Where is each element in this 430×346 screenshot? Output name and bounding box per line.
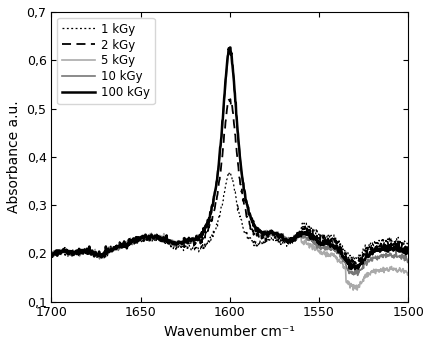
1 kGy — [49, 250, 54, 254]
1 kGy — [356, 258, 361, 262]
100 kGy — [405, 251, 410, 255]
10 kGy — [226, 48, 231, 52]
1 kGy — [71, 253, 76, 257]
2 kGy — [256, 236, 261, 240]
1 kGy — [227, 170, 232, 174]
100 kGy — [49, 254, 54, 258]
Y-axis label: Absorbance a.u.: Absorbance a.u. — [7, 100, 21, 213]
5 kGy — [256, 228, 261, 233]
Line: 5 kGy: 5 kGy — [51, 51, 407, 290]
100 kGy — [356, 262, 361, 266]
Line: 10 kGy: 10 kGy — [51, 50, 407, 275]
2 kGy — [227, 97, 233, 101]
5 kGy — [71, 249, 76, 253]
10 kGy — [356, 268, 361, 273]
10 kGy — [354, 273, 359, 277]
1 kGy — [355, 258, 360, 263]
100 kGy — [276, 235, 281, 239]
10 kGy — [319, 245, 324, 249]
2 kGy — [265, 234, 270, 238]
5 kGy — [350, 288, 355, 292]
1 kGy — [256, 243, 261, 247]
2 kGy — [49, 252, 54, 256]
2 kGy — [405, 246, 410, 250]
Line: 2 kGy: 2 kGy — [51, 99, 407, 265]
5 kGy — [405, 271, 410, 275]
10 kGy — [256, 227, 261, 231]
X-axis label: Wavenumber cm⁻¹: Wavenumber cm⁻¹ — [164, 325, 295, 339]
100 kGy — [256, 228, 261, 233]
100 kGy — [71, 252, 76, 256]
1 kGy — [405, 246, 410, 250]
10 kGy — [71, 249, 76, 253]
5 kGy — [356, 285, 361, 289]
10 kGy — [265, 232, 270, 236]
10 kGy — [405, 260, 410, 264]
100 kGy — [352, 267, 357, 271]
2 kGy — [351, 263, 356, 267]
1 kGy — [319, 233, 324, 237]
5 kGy — [276, 232, 281, 236]
5 kGy — [319, 253, 324, 257]
Line: 1 kGy: 1 kGy — [51, 172, 407, 261]
5 kGy — [227, 49, 233, 53]
5 kGy — [265, 232, 270, 236]
Line: 100 kGy: 100 kGy — [51, 47, 407, 269]
1 kGy — [265, 238, 270, 242]
100 kGy — [319, 243, 324, 247]
100 kGy — [227, 45, 232, 49]
10 kGy — [276, 232, 281, 236]
Legend: 1 kGy, 2 kGy, 5 kGy, 10 kGy, 100 kGy: 1 kGy, 2 kGy, 5 kGy, 10 kGy, 100 kGy — [57, 18, 154, 104]
1 kGy — [276, 238, 281, 242]
2 kGy — [276, 235, 281, 239]
10 kGy — [49, 253, 54, 257]
100 kGy — [265, 232, 270, 236]
2 kGy — [356, 258, 361, 262]
2 kGy — [319, 237, 324, 241]
5 kGy — [49, 252, 54, 256]
2 kGy — [71, 252, 76, 256]
